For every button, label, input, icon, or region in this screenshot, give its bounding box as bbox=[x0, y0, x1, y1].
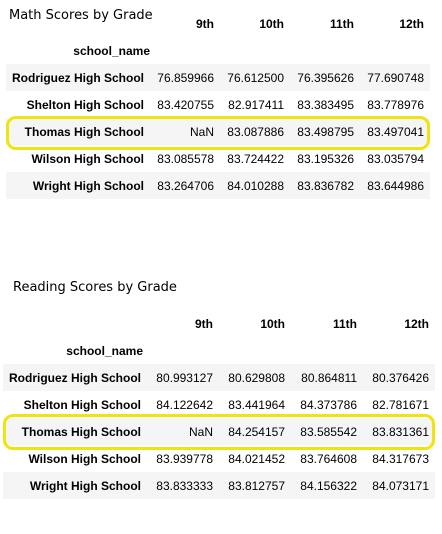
row-label: Wright High School bbox=[29, 478, 141, 493]
row-label: Thomas High School bbox=[24, 124, 144, 139]
table-cell: 80.629808 bbox=[228, 370, 285, 385]
reading-table-title: Reading Scores by Grade bbox=[13, 280, 177, 295]
header-blank bbox=[6, 10, 150, 37]
table-cell: 83.812757 bbox=[228, 478, 285, 493]
table-cell: 83.831361 bbox=[372, 424, 429, 439]
table-row: Thomas High School NaN 83.087886 83.4987… bbox=[6, 118, 430, 145]
row-label: Rodriguez High School bbox=[12, 70, 144, 85]
table-cell: NaN bbox=[189, 124, 214, 139]
column-header-row: 9th 10th 11th 12th bbox=[6, 10, 430, 37]
column-header-row: 9th 10th 11th 12th bbox=[3, 310, 435, 337]
math-table-title: Math Scores by Grade bbox=[9, 8, 153, 23]
table-cell: 82.781671 bbox=[372, 397, 429, 412]
table-row: Wilson High School 83.085578 83.724422 8… bbox=[6, 145, 430, 172]
table-cell: 83.833333 bbox=[156, 478, 213, 493]
column-header-12th: 12th bbox=[404, 316, 429, 331]
index-name-row: school_name bbox=[3, 337, 435, 364]
table-cell: 83.497041 bbox=[367, 124, 424, 139]
table-row: Shelton High School 83.420755 82.917411 … bbox=[6, 91, 430, 118]
row-label: Shelton High School bbox=[26, 97, 144, 112]
table-row: Thomas High School NaN 84.254157 83.5855… bbox=[3, 418, 435, 445]
table-cell: 80.864811 bbox=[301, 370, 357, 385]
table-cell: 76.395626 bbox=[297, 70, 354, 85]
table-cell: 84.073171 bbox=[372, 478, 429, 493]
header-blank bbox=[3, 310, 147, 337]
index-name-row: school_name bbox=[6, 37, 430, 64]
column-header-10th: 10th bbox=[259, 16, 284, 31]
table-row: Wilson High School 83.939778 84.021452 8… bbox=[3, 445, 435, 472]
table-cell: 83.264706 bbox=[157, 178, 214, 193]
column-header-11th: 11th bbox=[329, 16, 354, 31]
table-cell: 83.724422 bbox=[227, 151, 284, 166]
table-cell: 77.690748 bbox=[367, 70, 424, 85]
column-header-9th: 9th bbox=[196, 16, 214, 31]
table-cell: 83.420755 bbox=[157, 97, 214, 112]
table-cell: 83.441964 bbox=[228, 397, 285, 412]
table-cell: 83.764608 bbox=[300, 451, 357, 466]
table-cell: 83.585542 bbox=[300, 424, 357, 439]
table-cell: 83.939778 bbox=[156, 451, 213, 466]
table-cell: NaN bbox=[188, 424, 213, 439]
row-label: Wilson High School bbox=[31, 151, 144, 166]
table-row: Rodriguez High School 80.993127 80.62980… bbox=[3, 364, 435, 391]
table-row: Rodriguez High School 76.859966 76.61250… bbox=[6, 64, 430, 91]
table-cell: 84.373786 bbox=[300, 397, 357, 412]
table-row: Wright High School 83.833333 83.812757 8… bbox=[3, 472, 435, 499]
reading-scores-table: 9th 10th 11th 12th school_name Rodriguez… bbox=[3, 310, 435, 499]
table-row: Shelton High School 84.122642 83.441964 … bbox=[3, 391, 435, 418]
table-cell: 83.644986 bbox=[367, 178, 424, 193]
table-cell: 84.021452 bbox=[228, 451, 285, 466]
table-cell: 83.778976 bbox=[367, 97, 424, 112]
index-name: school_name bbox=[66, 343, 143, 358]
row-label: Rodriguez High School bbox=[9, 370, 141, 385]
table-cell: 80.376426 bbox=[372, 370, 429, 385]
row-label: Thomas High School bbox=[21, 424, 141, 439]
table-cell: 84.254157 bbox=[228, 424, 285, 439]
table-row: Wright High School 83.264706 84.010288 8… bbox=[6, 172, 430, 199]
column-header-9th: 9th bbox=[195, 316, 213, 331]
column-header-12th: 12th bbox=[399, 16, 424, 31]
table-cell: 83.498795 bbox=[297, 124, 354, 139]
index-name: school_name bbox=[73, 43, 150, 58]
table-cell: 80.993127 bbox=[156, 370, 213, 385]
table-cell: 83.195326 bbox=[297, 151, 354, 166]
row-label: Wright High School bbox=[32, 178, 144, 193]
table-cell: 84.010288 bbox=[227, 178, 284, 193]
table-cell: 83.836782 bbox=[297, 178, 354, 193]
table-cell: 83.035794 bbox=[367, 151, 424, 166]
table-cell: 83.085578 bbox=[157, 151, 214, 166]
table-cell: 82.917411 bbox=[228, 97, 284, 112]
table-cell: 84.156322 bbox=[300, 478, 357, 493]
column-header-11th: 11th bbox=[332, 316, 357, 331]
table-cell: 83.087886 bbox=[227, 124, 284, 139]
column-header-10th: 10th bbox=[260, 316, 285, 331]
table-cell: 76.612500 bbox=[227, 70, 284, 85]
table-cell: 84.317673 bbox=[372, 451, 429, 466]
table-cell: 83.383495 bbox=[297, 97, 354, 112]
table-cell: 76.859966 bbox=[157, 70, 214, 85]
table-cell: 84.122642 bbox=[156, 397, 213, 412]
math-scores-table: 9th 10th 11th 12th school_name Rodriguez… bbox=[6, 10, 430, 199]
row-label: Wilson High School bbox=[28, 451, 141, 466]
row-label: Shelton High School bbox=[23, 397, 141, 412]
